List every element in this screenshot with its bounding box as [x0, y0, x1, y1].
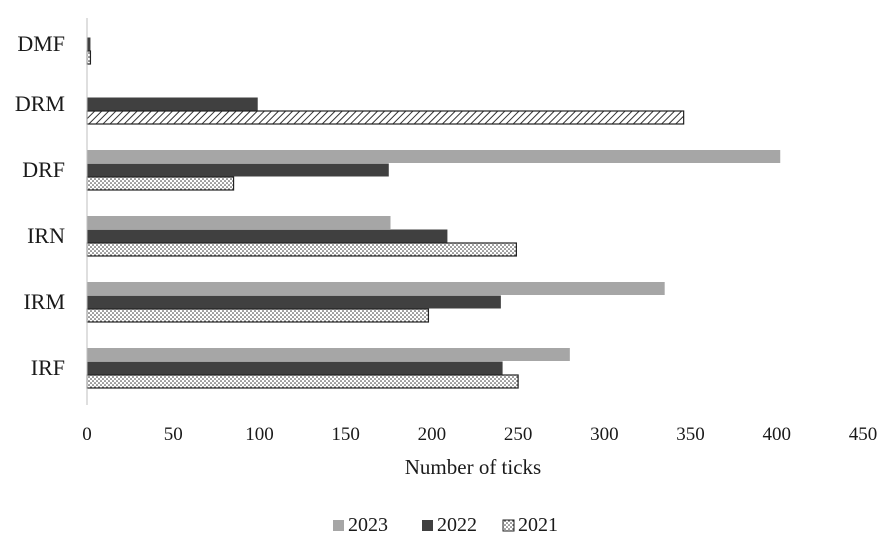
x-tick-label-200: 200 — [418, 424, 447, 445]
legend-label-2021: 2021 — [518, 514, 558, 536]
legend: 2023 2022 2021 — [333, 514, 558, 536]
bar-dmf-2021 — [86, 50, 92, 65]
bar-irf-2021 — [86, 374, 519, 389]
bar-drm-2022 — [87, 97, 258, 111]
x-tick-label-450: 450 — [849, 424, 878, 445]
bar-irf-2022 — [87, 361, 503, 375]
x-tick-label-150: 150 — [331, 424, 360, 445]
bar-drf-2021 — [86, 176, 235, 191]
bar-irm-2022 — [87, 295, 501, 309]
legend-swatch-2023 — [333, 520, 344, 531]
category-labels: IRF IRM IRN DRF DRM DMF — [15, 31, 65, 380]
category-label-irf: IRF — [31, 355, 65, 380]
bar-irn-2022 — [87, 229, 448, 243]
category-label-drf: DRF — [22, 157, 65, 182]
bar-drf-2023 — [87, 150, 781, 163]
category-label-irm: IRM — [23, 289, 65, 314]
x-tick-label-100: 100 — [245, 424, 274, 445]
bar-drf-2022 — [87, 163, 389, 177]
category-label-dmf: DMF — [17, 31, 65, 56]
category-label-drm: DRM — [15, 91, 65, 116]
bar-dmf-2022 — [87, 37, 91, 51]
x-axis-title: Number of ticks — [405, 455, 541, 479]
bar-irn-2021 — [86, 242, 517, 257]
bars-layer — [86, 37, 781, 389]
category-label-irn: IRN — [27, 223, 65, 248]
legend-swatch-2021 — [502, 519, 515, 532]
x-tick-label-400: 400 — [763, 424, 792, 445]
legend-label-2023: 2023 — [348, 514, 388, 536]
legend-label-2022: 2022 — [437, 514, 477, 536]
x-tick-label-50: 50 — [164, 424, 183, 445]
x-tick-label-250: 250 — [504, 424, 533, 445]
bar-drm-2021 — [86, 110, 685, 125]
bar-irm-2023 — [87, 282, 665, 295]
x-tick-label-300: 300 — [590, 424, 619, 445]
bar-irm-2021 — [86, 308, 430, 323]
legend-swatch-2022 — [422, 520, 433, 531]
bar-irn-2023 — [87, 216, 391, 229]
x-tick-labels: 0 50 100 150 200 250 300 350 400 450 — [82, 424, 877, 445]
bar-irf-2023 — [87, 348, 570, 361]
x-tick-label-350: 350 — [676, 424, 705, 445]
x-tick-label-0: 0 — [82, 424, 92, 445]
